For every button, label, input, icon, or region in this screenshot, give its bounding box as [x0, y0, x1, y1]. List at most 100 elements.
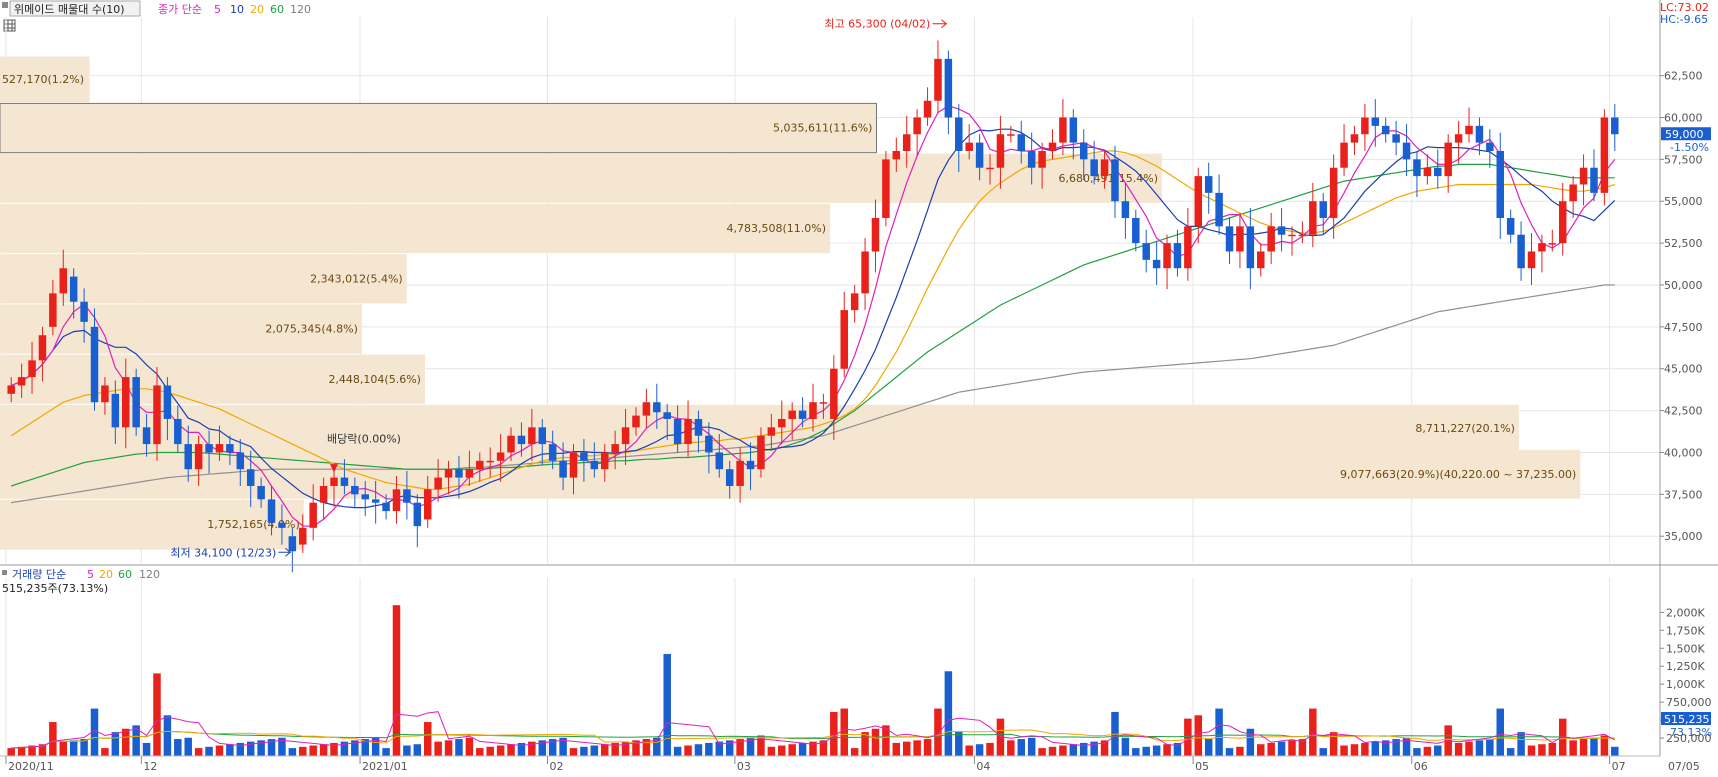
volume-profile-bar — [0, 499, 304, 550]
volume-bar — [111, 732, 120, 756]
volume-bar — [1413, 748, 1421, 756]
volume-bar — [746, 737, 755, 756]
candle-body — [861, 251, 869, 294]
volume-bar — [621, 741, 630, 756]
candle-body — [496, 452, 505, 461]
volume-bar — [184, 737, 192, 756]
candle-body — [767, 427, 776, 436]
volume-bar — [861, 732, 869, 756]
candle-body — [684, 418, 692, 445]
volume-bar — [705, 742, 713, 756]
volume-bar — [767, 746, 776, 756]
volume-profile-bar — [0, 56, 90, 103]
header-bullet-icon — [2, 2, 8, 8]
candle-body — [69, 276, 78, 302]
candle-body — [1204, 176, 1213, 193]
volume-bar — [819, 740, 828, 756]
candle-body — [923, 100, 932, 118]
volume-bar — [1246, 728, 1255, 756]
volume-bar — [1590, 737, 1598, 756]
volume-bar — [465, 737, 474, 756]
ma120-period: 120 — [290, 3, 311, 16]
vol-ma5-line — [11, 711, 1616, 749]
candle-body — [975, 142, 984, 168]
volume-bar — [725, 740, 734, 756]
price-pane: 527,170(1.2%)5,035,611(11.6%)6,680,491(1… — [0, 17, 1660, 756]
volume-bar — [632, 740, 640, 756]
volume-bar — [90, 708, 99, 756]
volume-profile-bar — [0, 203, 830, 254]
volume-bar — [28, 745, 36, 756]
candle-body — [694, 418, 703, 436]
ma60-line — [11, 163, 1615, 487]
candle-body — [309, 502, 317, 528]
candle-body — [1475, 125, 1484, 143]
candle-body — [132, 377, 140, 428]
volume-bar — [340, 741, 349, 756]
volume-bar — [246, 741, 255, 756]
candle-body — [548, 444, 557, 461]
current-price-tag — [1661, 127, 1711, 141]
candle-body — [1340, 142, 1348, 168]
volume-bar — [1069, 744, 1078, 756]
candle-body — [1319, 201, 1327, 218]
candle-body — [142, 427, 151, 445]
volume-bar — [1361, 742, 1369, 756]
volume-bar — [1142, 746, 1150, 756]
volume-bar — [1079, 742, 1088, 756]
candle-body — [101, 385, 109, 403]
volume-bar — [496, 745, 505, 756]
candle-body — [725, 469, 734, 486]
table-icon[interactable] — [3, 19, 16, 32]
volume-bar — [1204, 739, 1213, 756]
volume-bar — [1298, 739, 1307, 756]
volume-bar — [1173, 742, 1182, 756]
candle-body — [569, 452, 578, 478]
volume-profile-bar — [0, 304, 362, 354]
candle-body — [1517, 234, 1525, 269]
price-tick-label: 40,000 — [1664, 446, 1703, 459]
volume-bar — [1090, 741, 1098, 756]
volume-bar — [1465, 741, 1473, 756]
volume-bar — [361, 739, 369, 756]
volume-profile-label: 1,752,165(4.0%) — [207, 518, 300, 531]
volume-bar — [965, 745, 973, 756]
volume-bar — [1371, 741, 1380, 756]
candle-body — [184, 444, 192, 470]
volume-bar — [1267, 742, 1275, 756]
volume-profile-label: 2,448,104(5.6%) — [328, 373, 421, 386]
candle-body — [121, 377, 130, 428]
candle-body — [288, 536, 297, 552]
candle-body — [1486, 142, 1494, 151]
volume-bar — [174, 739, 182, 756]
indicator-title-button[interactable] — [9, 0, 141, 17]
volume-bar — [736, 739, 744, 756]
candle-body — [528, 427, 536, 445]
candle-body — [1298, 234, 1307, 237]
candle-body — [798, 410, 807, 419]
candle-body — [1569, 184, 1577, 202]
volume-bar — [1475, 740, 1484, 756]
volume-bar — [663, 654, 671, 756]
candle-body — [1548, 243, 1557, 245]
volume-bar — [1350, 744, 1359, 756]
price-tick-label: 52,500 — [1664, 237, 1703, 250]
volume-bar — [507, 744, 515, 756]
volume-profile-label: 2,343,012(5.4%) — [310, 272, 403, 285]
candle-body — [278, 522, 286, 528]
candle-body — [434, 477, 442, 490]
x-tick-label: 06 — [1414, 760, 1428, 773]
price-tick-label: 42,500 — [1664, 405, 1703, 418]
volume-bar — [267, 739, 276, 756]
dividend-annotation: 배당락(0.00%) — [327, 432, 401, 445]
volume-bar — [1215, 708, 1223, 756]
volume-bar — [569, 748, 578, 756]
lc-label: LC:73.02 — [1660, 1, 1709, 14]
volume-bar — [1486, 739, 1494, 756]
high-arrow-icon — [932, 19, 948, 29]
volume-bar — [1152, 745, 1161, 756]
candle-body — [351, 485, 359, 495]
candle-body — [913, 117, 921, 135]
volume-bar — [1184, 718, 1192, 756]
candle-body — [892, 150, 901, 160]
